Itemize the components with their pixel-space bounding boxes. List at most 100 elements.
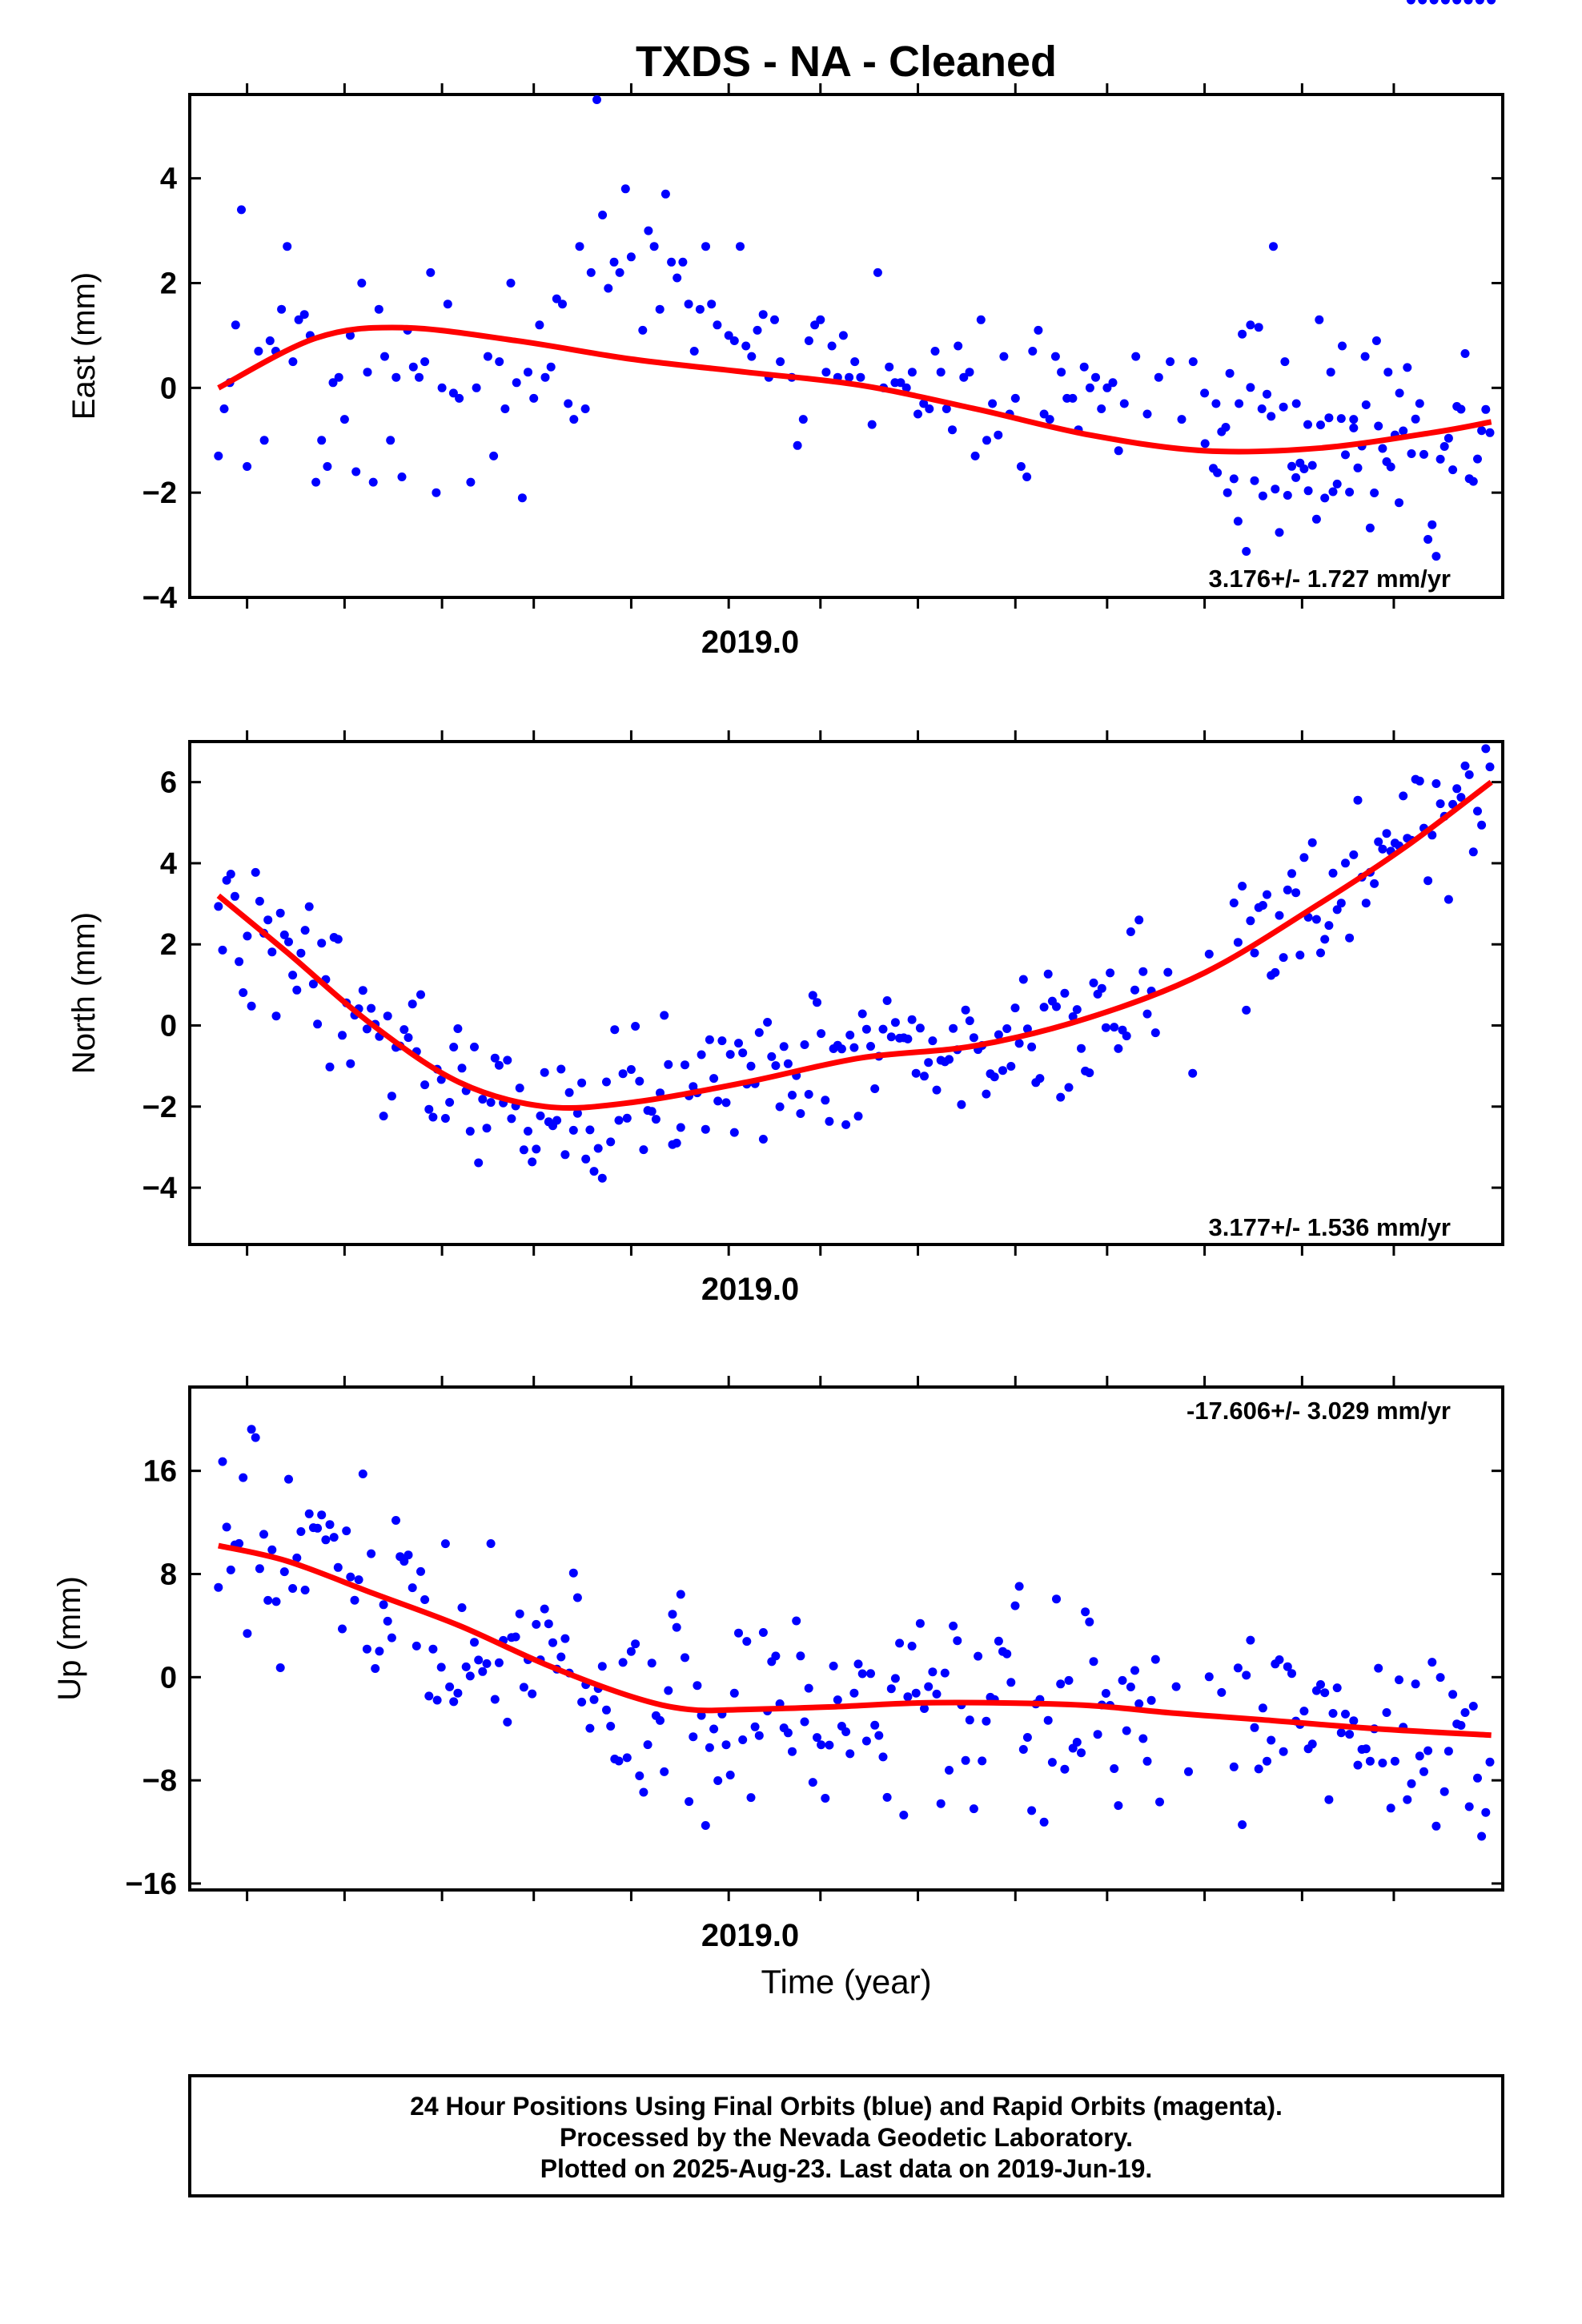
north-data-point: [1287, 869, 1296, 879]
up-data-point: [738, 1735, 748, 1744]
up-data-point: [333, 1562, 343, 1572]
up-data-point: [338, 1624, 347, 1634]
east-data-point: [925, 404, 934, 413]
up-data-point: [1018, 1745, 1028, 1754]
north-data-point: [878, 1024, 888, 1034]
north-data-point: [1114, 1043, 1123, 1053]
up-data-point: [853, 1659, 863, 1669]
east-data-point: [1213, 468, 1223, 477]
up-data-point: [1279, 1747, 1288, 1756]
up-data-point: [528, 1689, 537, 1699]
east-panel: −4 −2 0 2 4 East (mm) 2019.0 3.176+/- 1.727 …: [66, 0, 1504, 660]
north-data-point: [346, 1059, 355, 1068]
up-data-point: [346, 1572, 355, 1582]
east-data-point: [798, 415, 808, 424]
up-data-point: [404, 1550, 413, 1560]
east-data-point: [1431, 552, 1441, 561]
east-data-point: [930, 347, 940, 356]
up-data-point: [1134, 1699, 1144, 1708]
north-data-point: [218, 945, 227, 955]
north-data-point: [689, 1082, 698, 1092]
up-data-point: [602, 1705, 611, 1715]
east-data-point: [374, 304, 383, 314]
north-data-point: [507, 1114, 516, 1124]
north-data-point: [247, 1001, 256, 1011]
east-data-point: [661, 189, 670, 199]
east-data-point: [1102, 383, 1112, 392]
north-data-point: [235, 957, 244, 967]
north-data-point: [676, 1123, 685, 1132]
east-data-point: [1303, 420, 1312, 429]
east-y-tick-label: −2: [143, 476, 177, 510]
up-data-point: [813, 1733, 821, 1743]
north-data-point: [779, 1042, 789, 1051]
north-data-point: [556, 1064, 566, 1074]
up-data-point: [1275, 1655, 1284, 1664]
north-data-point: [1002, 1024, 1012, 1033]
up-data-point: [391, 1516, 400, 1525]
up-data-point: [622, 1753, 632, 1763]
east-data-point: [1188, 357, 1198, 367]
north-data-point: [965, 1016, 974, 1026]
up-data-point: [1242, 1671, 1251, 1680]
up-data-point: [482, 1659, 492, 1668]
east-y-axis-label: East (mm): [66, 272, 102, 420]
up-data-point: [1316, 1680, 1325, 1689]
east-data-point: [237, 205, 246, 215]
up-data-point: [544, 1619, 553, 1629]
up-data-point: [362, 1644, 371, 1654]
up-data-point: [1439, 1787, 1449, 1796]
up-data-point: [681, 1653, 689, 1663]
up-data-point: [1407, 1779, 1416, 1788]
east-data-point: [707, 300, 717, 309]
east-data-point: [1360, 352, 1370, 361]
north-data-point: [222, 875, 231, 885]
north-data-point: [494, 1060, 504, 1070]
north-data-point: [660, 1011, 669, 1020]
up-data-point: [540, 1604, 549, 1614]
east-data-point: [524, 368, 532, 377]
east-data-point: [856, 372, 865, 382]
east-data-point: [254, 347, 263, 356]
up-data-point: [1233, 1663, 1243, 1673]
north-data-point: [597, 1173, 607, 1183]
east-data-point: [1079, 362, 1089, 372]
north-y-tick-label: 6: [160, 766, 177, 800]
north-data-point: [1242, 1005, 1251, 1015]
east-data-point: [1407, 449, 1416, 458]
east-data-point: [1269, 242, 1278, 251]
east-data-point: [701, 242, 710, 251]
up-data-point: [239, 1473, 248, 1482]
east-data-point: [495, 357, 504, 367]
chart-title: TXDS - NA - Cleaned: [636, 38, 1057, 86]
up-data-point: [920, 1704, 929, 1713]
up-data-point: [1118, 1675, 1127, 1685]
north-data-point: [631, 1022, 640, 1031]
north-data-point: [1039, 1003, 1049, 1012]
east-data-point: [432, 488, 441, 497]
north-data-point: [478, 1095, 488, 1104]
north-data-point: [825, 1116, 834, 1126]
up-data-point: [949, 1621, 958, 1630]
north-data-point: [1435, 799, 1445, 809]
up-data-point: [597, 1662, 607, 1671]
north-data-point: [1443, 895, 1453, 904]
east-data-point: [1221, 423, 1231, 432]
north-data-point: [358, 986, 367, 995]
east-data-point: [1131, 352, 1141, 361]
east-data-point: [620, 184, 630, 194]
up-data-point: [689, 1732, 698, 1742]
up-data-point: [1481, 1807, 1491, 1817]
up-data-point: [420, 1595, 430, 1604]
east-data-point: [1341, 450, 1350, 460]
north-data-point: [738, 1048, 748, 1058]
north-data-point: [387, 1092, 396, 1101]
east-data-point: [850, 357, 860, 367]
north-data-point: [1431, 779, 1441, 788]
up-data-point: [387, 1633, 396, 1642]
north-data-point: [436, 1075, 446, 1084]
up-data-point: [515, 1609, 524, 1618]
east-data-point: [827, 341, 837, 351]
east-data-point: [1326, 368, 1335, 377]
north-data-point: [515, 1084, 524, 1093]
